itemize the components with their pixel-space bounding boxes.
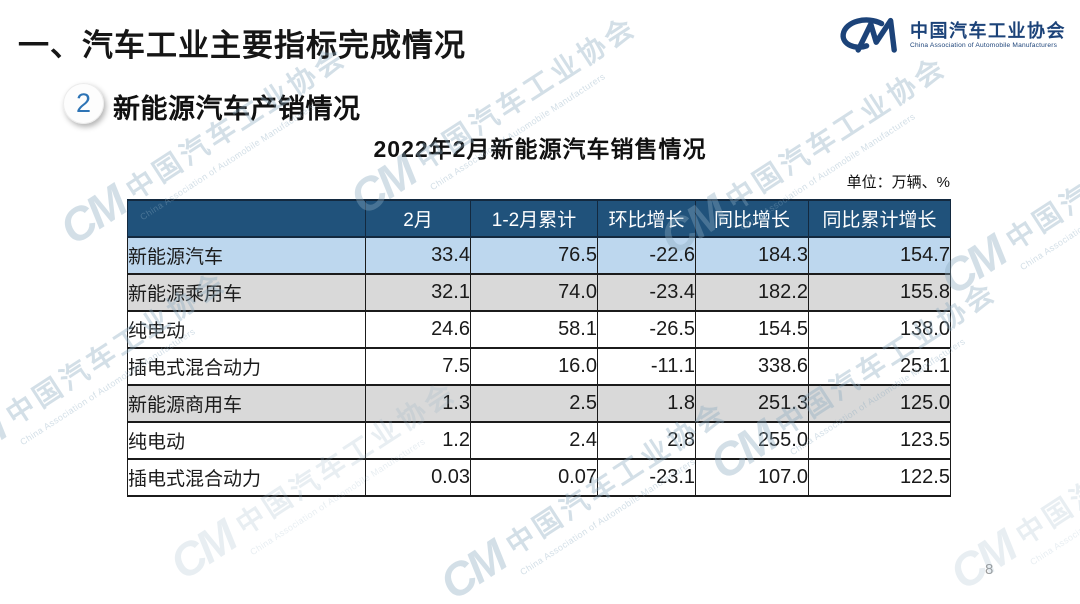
- column-header: 环比增长: [597, 199, 696, 238]
- caam-watermark-logo-icon: CM: [940, 520, 1024, 600]
- value-cell: 7.5: [365, 347, 471, 386]
- value-cell: 58.1: [470, 310, 598, 349]
- caam-logo-name-en: China Association of Automobile Manufact…: [910, 41, 1058, 49]
- value-cell: 338.6: [695, 347, 809, 386]
- value-cell: 122.5: [808, 458, 951, 497]
- caam-logo-name-cn: 中国汽车工业协会: [910, 20, 1066, 41]
- caam-watermark-logo-icon: CM: [50, 175, 134, 255]
- value-cell: 123.5: [808, 421, 951, 460]
- table-row: 插电式混合动力 7.5 16.0 -11.1 338.6 251.1: [127, 347, 951, 386]
- value-cell: 251.3: [695, 384, 809, 423]
- value-cell: 255.0: [695, 421, 809, 460]
- value-cell: 2.8: [597, 421, 696, 460]
- table-row: 纯电动 1.2 2.4 2.8 255.0 123.5: [127, 421, 951, 460]
- value-cell: 107.0: [695, 458, 809, 497]
- value-cell: 1.3: [365, 384, 471, 423]
- value-cell: 1.2: [365, 421, 471, 460]
- value-cell: 33.4: [365, 236, 471, 275]
- page-title: 一、汽车工业主要指标完成情况: [18, 28, 466, 63]
- unit-label: 单位：万辆、%: [846, 174, 950, 191]
- row-label-cell: 纯电动: [127, 421, 366, 460]
- watermark-subtext: China Association of Automobile Manufact…: [1028, 446, 1080, 568]
- column-header: 同比累计增长: [808, 199, 951, 238]
- row-label-cell: 新能源商用车: [127, 384, 366, 423]
- value-cell: 32.1: [365, 273, 471, 312]
- value-cell: 16.0: [470, 347, 598, 386]
- value-cell: 182.2: [695, 273, 809, 312]
- value-cell: 154.7: [808, 236, 951, 275]
- value-cell: -11.1: [597, 347, 696, 386]
- watermark-text: 中国汽车工业协会: [1000, 90, 1080, 256]
- section-heading: 新能源汽车产销情况: [113, 94, 361, 124]
- caam-watermark-logo-icon: CM: [430, 530, 514, 604]
- table-title: 2022年2月新能源汽车销售情况: [373, 136, 707, 162]
- value-cell: 24.6: [365, 310, 471, 349]
- caam-watermark-logo-icon: CM: [0, 400, 14, 480]
- row-label-cell: 插电式混合动力: [127, 347, 366, 386]
- value-cell: 125.0: [808, 384, 951, 423]
- section-number-badge: 2: [63, 83, 104, 124]
- value-cell: -26.5: [597, 310, 696, 349]
- page-number: 8: [985, 561, 994, 578]
- value-cell: 251.1: [808, 347, 951, 386]
- caam-logo-text: 中国汽车工业协会 China Association of Automobile…: [910, 21, 1066, 49]
- column-header: 1-2月累计: [470, 199, 598, 238]
- column-header: 2月: [365, 199, 471, 238]
- caam-logo: 中国汽车工业协会 China Association of Automobile…: [836, 14, 1066, 56]
- value-cell: -22.6: [597, 236, 696, 275]
- value-cell: 74.0: [470, 273, 598, 312]
- value-cell: 138.0: [808, 310, 951, 349]
- value-cell: 0.07: [470, 458, 598, 497]
- table-row: 新能源乘用车 32.1 74.0 -23.4 182.2 155.8: [127, 273, 951, 312]
- value-cell: 2.5: [470, 384, 598, 423]
- value-cell: -23.1: [597, 458, 696, 497]
- value-cell: 184.3: [695, 236, 809, 275]
- value-cell: 1.8: [597, 384, 696, 423]
- column-header: [127, 199, 366, 238]
- value-cell: 76.5: [470, 236, 598, 275]
- caam-logo-icon: [836, 14, 902, 56]
- table-row: 新能源汽车 33.4 76.5 -22.6 184.3 154.7: [127, 236, 951, 275]
- table-row: 纯电动 24.6 58.1 -26.5 154.5 138.0: [127, 310, 951, 349]
- value-cell: 154.5: [695, 310, 809, 349]
- value-cell: -23.4: [597, 273, 696, 312]
- value-cell: 2.4: [470, 421, 598, 460]
- nev-sales-table: 2月 1-2月累计 环比增长 同比增长 同比累计增长 新能源汽车 33.4 76…: [127, 199, 951, 497]
- caam-watermark-logo-icon: CM: [160, 510, 244, 590]
- row-label-cell: 纯电动: [127, 310, 366, 349]
- table-row: 新能源商用车 1.3 2.5 1.8 251.3 125.0: [127, 384, 951, 423]
- column-header: 同比增长: [695, 199, 809, 238]
- table-row: 插电式混合动力 0.03 0.07 -23.1 107.0 122.5: [127, 458, 951, 497]
- watermark-text: 中国汽车工业协会: [1010, 385, 1080, 551]
- value-cell: 155.8: [808, 273, 951, 312]
- row-label-cell: 新能源汽车: [127, 236, 366, 275]
- row-label-cell: 新能源乘用车: [127, 273, 366, 312]
- table-header-row: 2月 1-2月累计 环比增长 同比增长 同比累计增长: [127, 199, 951, 238]
- row-label-cell: 插电式混合动力: [127, 458, 366, 497]
- value-cell: 0.03: [365, 458, 471, 497]
